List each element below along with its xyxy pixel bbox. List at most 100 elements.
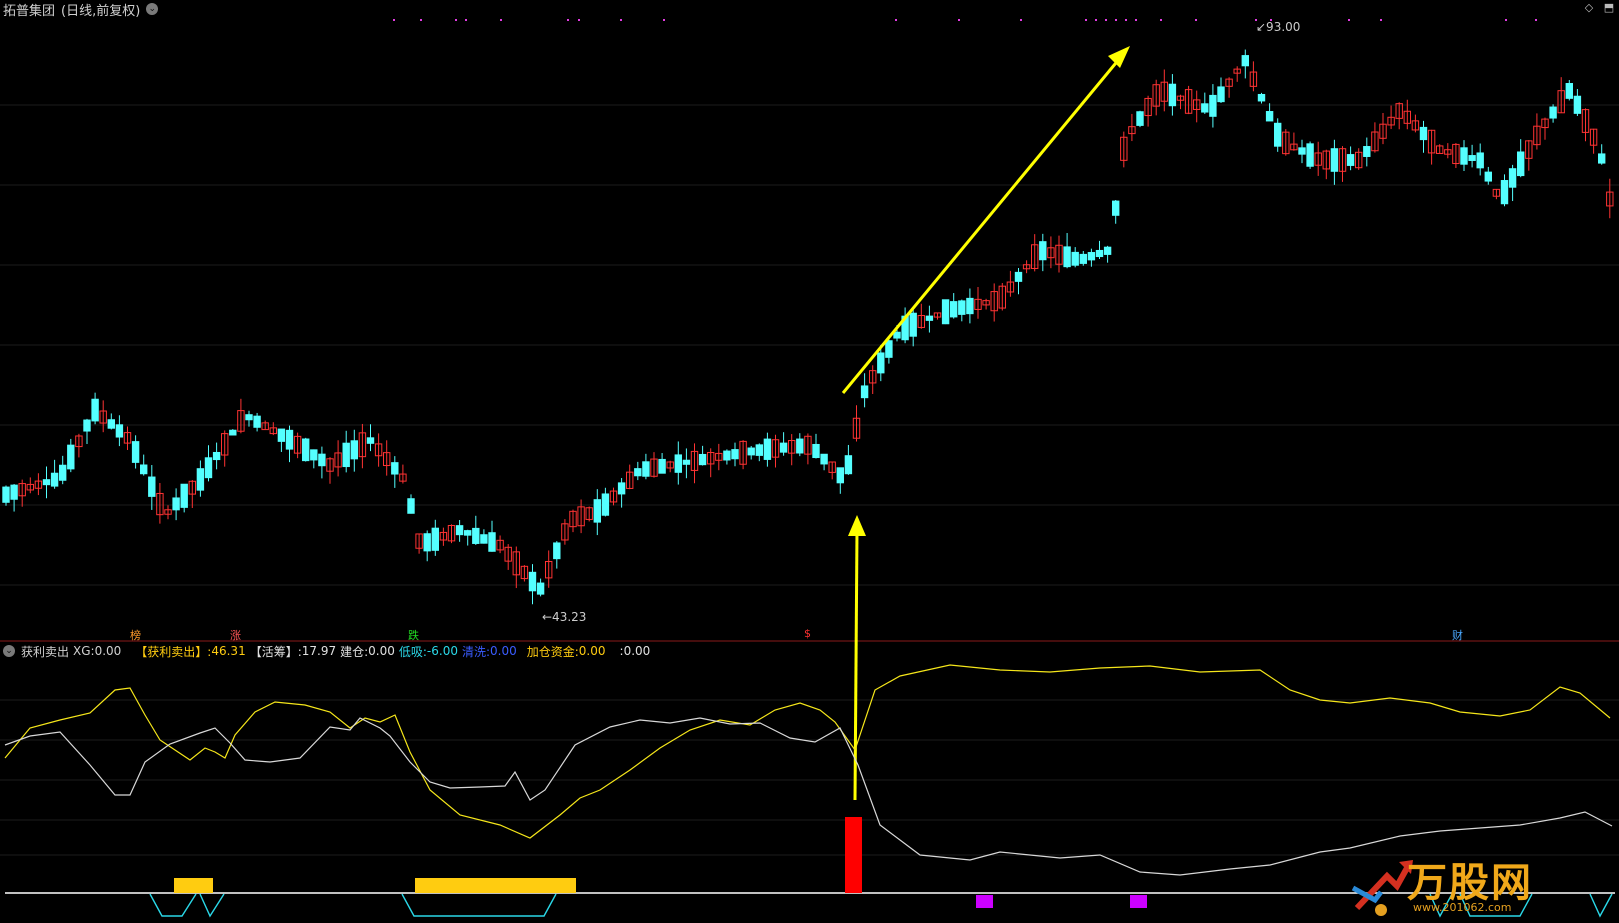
candle-body [18, 483, 26, 497]
signal-dot [500, 19, 502, 21]
logo-url: www.201062.com [1413, 901, 1512, 914]
candle-body [42, 479, 51, 486]
trend-arrow-line [841, 57, 1122, 394]
candle-body [626, 471, 634, 489]
candle-body [1136, 111, 1144, 126]
candle-body [91, 398, 99, 422]
candle-body [1573, 95, 1582, 114]
candle-body [836, 467, 844, 484]
indicator-name[interactable]: 获利卖出 [21, 644, 70, 659]
candle-body [1063, 246, 1071, 268]
candle-body [342, 442, 350, 468]
candle-body [156, 492, 164, 516]
candle-body [415, 533, 423, 549]
candle-body [1444, 149, 1452, 155]
diamond-icon[interactable]: ◇ [1584, 1, 1594, 14]
candle-body [1201, 103, 1209, 113]
stock-name[interactable]: 拓普集团 [3, 3, 56, 19]
build-label: 建仓: [340, 644, 369, 659]
cyan-trough-shape [1429, 893, 1453, 918]
candle-body [164, 509, 172, 515]
candle-body [488, 532, 496, 552]
candle-body [318, 453, 326, 467]
candle-body [83, 419, 91, 432]
collapse-icon[interactable]: ⬒ [1603, 1, 1615, 14]
profit-label: 【获利卖出】: [135, 644, 212, 659]
signal-dot [1505, 19, 1507, 21]
candle-body [666, 461, 674, 469]
clear-label: 清洗: [461, 644, 491, 659]
signal-dot [1535, 19, 1537, 21]
candle-body [812, 443, 820, 459]
event-marker-fall[interactable]: 跌 [408, 629, 419, 642]
candle-body [512, 551, 520, 576]
candle-body [1427, 129, 1436, 154]
event-marker-dollar[interactable]: $ [804, 627, 811, 640]
candle-body [423, 533, 431, 552]
event-marker-rank[interactable]: 榜 [130, 629, 141, 642]
candle-body [1598, 153, 1606, 164]
candle-body [1557, 90, 1565, 114]
signal-dot [895, 19, 897, 21]
candle-body [1022, 264, 1031, 270]
chevron-down-icon[interactable]: ⌄ [146, 3, 159, 15]
indicator-yellow-line [4, 664, 1611, 839]
candle-body [1039, 241, 1047, 261]
candle-body [1484, 171, 1492, 182]
candle-body [771, 439, 780, 458]
signal-dot [1270, 19, 1272, 21]
signal-dot [1085, 19, 1087, 21]
cyan-trough-shape [1589, 893, 1613, 918]
candle-body [1047, 247, 1055, 259]
candle-body [585, 507, 593, 520]
signal-dot [465, 19, 467, 21]
signal-dot [1125, 19, 1127, 21]
candle-body [950, 301, 958, 318]
candle-body [269, 427, 278, 435]
candle-body [1468, 155, 1476, 161]
candle-body [67, 444, 75, 470]
candle-body [893, 331, 901, 339]
candle-body [723, 450, 731, 461]
event-marker-finance[interactable]: 财 [1452, 629, 1463, 642]
candle-body [374, 443, 383, 457]
candle-body [1176, 95, 1185, 101]
period-label[interactable]: (日线,前复权) [61, 3, 141, 19]
candle-body [731, 449, 739, 460]
candle-body [1549, 106, 1557, 119]
candle-body [59, 464, 67, 481]
indicator-toggle-icon[interactable]: ⌄ [3, 645, 15, 657]
candle-body [204, 457, 213, 479]
trend-arrow-head [1108, 46, 1130, 68]
candle-body [1525, 140, 1533, 159]
candle-body [50, 472, 59, 487]
candle-body [698, 453, 707, 466]
candle-body [1338, 148, 1347, 172]
indicator-white-line [4, 717, 1613, 876]
candle-body [1346, 154, 1355, 166]
cyan-trough-shape [401, 893, 557, 917]
logo-text: 万股网 [1407, 859, 1533, 906]
candle-body [941, 299, 950, 325]
cyan-trough-shape [1459, 893, 1533, 917]
candle-body [212, 451, 221, 461]
candle-body [188, 480, 197, 495]
candle-body [536, 582, 545, 595]
event-marker-rise[interactable]: 涨 [230, 629, 241, 642]
candle-body [1233, 68, 1241, 74]
candle-body [577, 506, 585, 527]
candle-body [1460, 147, 1468, 165]
add-label: 加仓资金: [526, 644, 579, 659]
candle-body [221, 433, 229, 456]
candle-body [1014, 271, 1023, 282]
candle-body [277, 428, 286, 442]
candle-body [1274, 122, 1282, 147]
profit-value: 46.31 [211, 644, 246, 658]
candle-body [990, 291, 998, 312]
profit-bar [174, 878, 213, 893]
candle-body [1290, 143, 1298, 151]
indicator-info-bar: ⌄ 获利卖出 XG: 0.00 【获利卖出】: 46.31 【活筹】: 17.9… [0, 643, 654, 659]
candle-body [779, 442, 788, 453]
candle-body [447, 525, 456, 542]
